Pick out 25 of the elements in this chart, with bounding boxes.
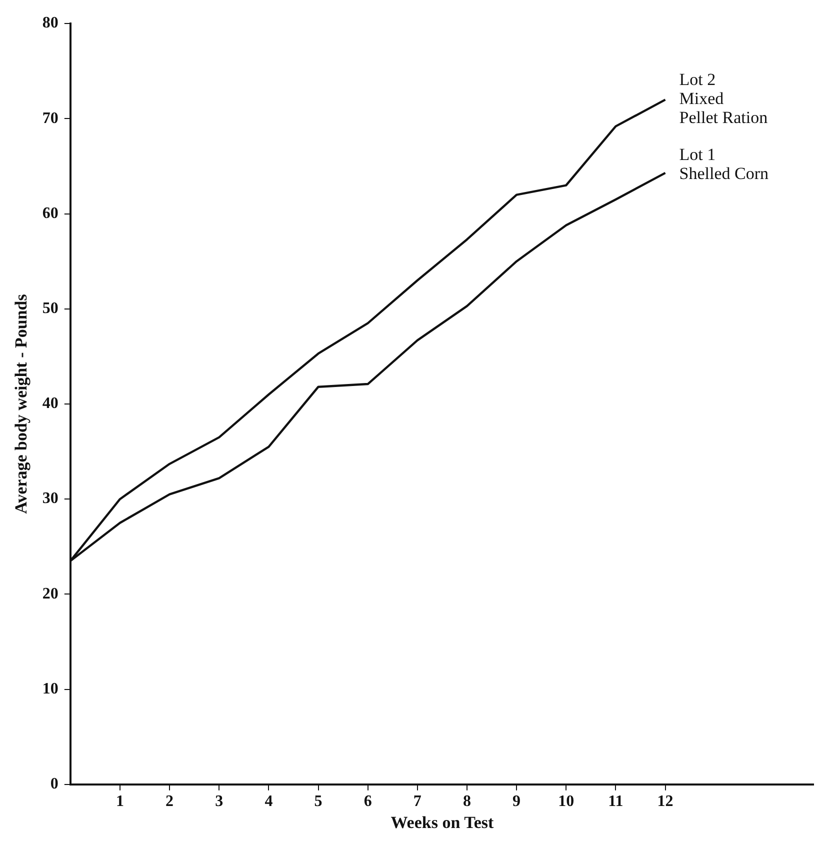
x-axis-title: Weeks on Test: [390, 813, 494, 832]
x-tick-label: 2: [166, 793, 174, 810]
x-tick-label: 4: [264, 793, 273, 810]
x-tick-label: 3: [215, 793, 224, 810]
y-tick-label: 0: [50, 776, 58, 793]
x-tick-label: 11: [608, 793, 624, 810]
series-label: Lot 1 Shelled Corn: [679, 144, 770, 183]
y-tick-label: 10: [42, 680, 58, 698]
y-tick-label: 40: [42, 395, 58, 412]
y-tick-label: 20: [42, 585, 58, 602]
x-tick-label: 7: [413, 793, 422, 810]
series-label: Lot 2 Mixed Pellet Ration: [679, 70, 768, 128]
x-tick-label: 12: [657, 793, 674, 810]
y-tick-label: 50: [42, 300, 58, 318]
x-tick-label: 5: [314, 793, 322, 810]
y-tick-label: 60: [42, 204, 58, 222]
x-tick-label: 6: [364, 793, 372, 810]
y-tick-label: 30: [42, 490, 58, 508]
x-tick-label: 1: [116, 793, 124, 810]
x-tick-label: 9: [512, 793, 521, 810]
y-tick-label: 80: [42, 14, 58, 32]
y-axis-title: Average body weight - Pounds: [12, 294, 31, 514]
x-tick-label: 10: [558, 793, 574, 810]
y-tick-label: 70: [42, 110, 58, 127]
x-tick-label: 8: [462, 793, 471, 810]
